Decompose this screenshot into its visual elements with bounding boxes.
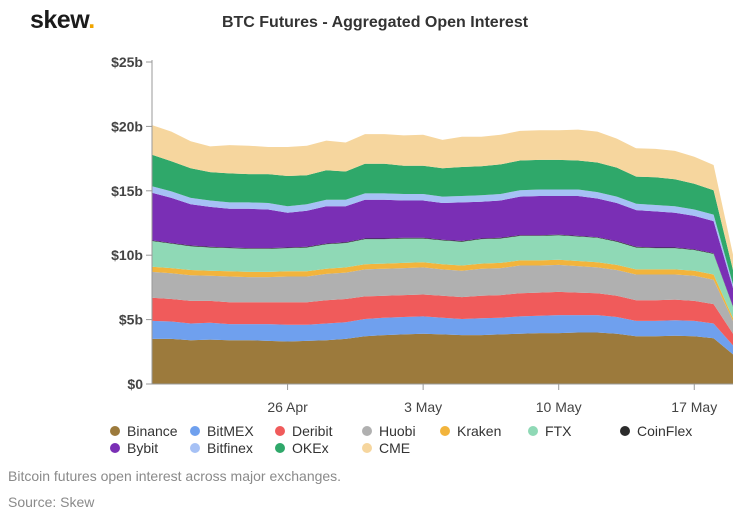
legend-swatch	[110, 426, 120, 436]
legend-item-deribit[interactable]: Deribit	[275, 423, 332, 439]
area-series-binance	[152, 332, 733, 384]
legend-swatch	[275, 443, 285, 453]
legend-swatch	[275, 426, 285, 436]
legend-label: FTX	[545, 423, 572, 439]
legend-swatch	[362, 426, 372, 436]
legend-label: Binance	[127, 423, 178, 439]
legend-swatch	[190, 443, 200, 453]
legend-label: OKEx	[292, 440, 329, 456]
legend-label: Bybit	[127, 440, 159, 456]
x-tick-label: 3 May	[404, 399, 442, 415]
area-series-okex	[152, 154, 733, 285]
legend-item-huobi[interactable]: Huobi	[362, 423, 416, 439]
legend-swatch	[620, 426, 630, 436]
legend-label: CME	[379, 440, 411, 456]
figure-source: Source: Skew	[8, 494, 95, 510]
legend-item-cme[interactable]: CME	[362, 440, 410, 456]
legend-item-binance[interactable]: Binance	[110, 423, 178, 439]
legend-swatch	[528, 426, 538, 436]
y-tick-label: $15b	[111, 183, 143, 199]
area-series-bybit	[152, 192, 733, 307]
area-series-huobi	[152, 264, 733, 334]
legend-swatch	[362, 443, 372, 453]
legend-item-bitfinex[interactable]: Bitfinex	[190, 440, 253, 456]
y-tick-label: $20b	[111, 118, 143, 134]
legend-label: Huobi	[379, 423, 416, 439]
chart-card: skew. BTC Futures - Aggregated Open Inte…	[30, 6, 733, 456]
area-series-kraken	[152, 259, 733, 321]
chart-title: BTC Futures - Aggregated Open Interest	[221, 14, 529, 31]
legend-label: Bitfinex	[207, 440, 253, 456]
x-tick-label: 26 Apr	[267, 399, 308, 415]
legend-item-kraken[interactable]: Kraken	[440, 423, 501, 439]
legend-label: Kraken	[457, 423, 502, 439]
legend-swatch	[440, 426, 450, 436]
legend-swatch	[110, 443, 120, 453]
legend-item-bitmex[interactable]: BitMEX	[190, 423, 254, 439]
legend-label: BitMEX	[207, 423, 254, 439]
skew-logo: skew.	[30, 6, 95, 34]
figure-caption: Bitcoin futures open interest across maj…	[8, 468, 342, 484]
y-tick-label: $0	[127, 376, 143, 392]
legend-item-bybit[interactable]: Bybit	[110, 440, 158, 456]
legend-item-okex[interactable]: OKEx	[275, 440, 329, 456]
area-series-bitfinex	[152, 186, 733, 288]
legend-label: Deribit	[292, 423, 333, 439]
y-tick-label: $5b	[119, 312, 143, 328]
legend-label: CoinFlex	[637, 423, 693, 439]
y-tick-label: $10b	[111, 247, 143, 263]
x-tick-label: 17 May	[671, 399, 717, 415]
area-series-cme	[152, 125, 733, 270]
area-series-bitmex	[152, 315, 733, 355]
stacked-area-chart: $0 $5b $10b $15b $20b $25b 26 Apr 3 May 10 May 17…	[111, 54, 733, 415]
y-tick-label: $25b	[111, 54, 143, 70]
legend-item-coinflex[interactable]: CoinFlex	[620, 423, 692, 439]
area-series-ftx	[152, 235, 733, 319]
area-series-deribit	[152, 291, 733, 346]
x-tick-label: 10 May	[536, 399, 582, 415]
legend-swatch	[190, 426, 200, 436]
legend-item-ftx[interactable]: FTX	[528, 423, 571, 439]
